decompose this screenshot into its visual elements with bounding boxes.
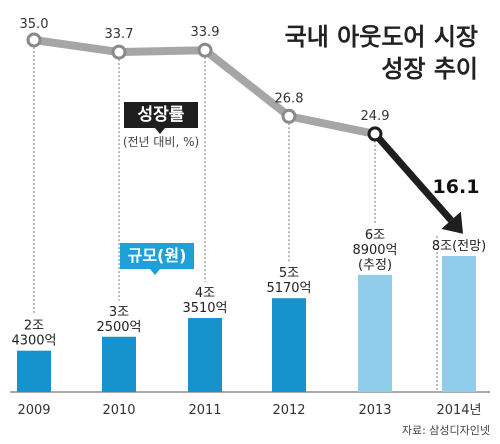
badge-pointer — [150, 269, 160, 275]
forecast-line — [372, 131, 454, 223]
bar-value-label: 5조 — [279, 266, 299, 281]
market-size-badge: 규모(원) — [120, 243, 194, 269]
growth-rate-unit: (전년 대비, %) — [122, 135, 200, 149]
x-tick-label: 2013 — [358, 403, 391, 418]
bar-value-label: 5170억 — [266, 281, 311, 296]
growth-value-label: 24.9 — [361, 109, 390, 124]
growth-point — [367, 126, 383, 142]
x-tick-label: 2009 — [17, 403, 50, 418]
growth-point — [111, 44, 127, 60]
market-size-bar — [188, 318, 222, 392]
bar-value-label: 8900억 — [352, 243, 397, 258]
growth-point — [26, 32, 42, 48]
market-size-bar — [358, 274, 392, 392]
growth-value-label: 33.9 — [191, 25, 220, 40]
bar-value-label: 8조(전망) — [432, 239, 486, 254]
bar-value-label: 2500억 — [96, 320, 141, 335]
bar-value-label: 3조 — [109, 305, 129, 320]
growth-point — [197, 42, 213, 58]
market-size-bar — [272, 298, 306, 392]
growth-value-label: 26.8 — [275, 91, 304, 106]
chart-title-line1: 국내 아웃도어 시장 — [284, 23, 478, 51]
bar-value-label: (추정) — [358, 258, 392, 273]
growth-point — [281, 108, 297, 124]
growth-rate-badge: 성장률 — [124, 102, 198, 128]
x-tick-label: 2010 — [102, 403, 135, 418]
bar-value-label: 4300억 — [11, 334, 56, 349]
x-tick-label: 2014년 — [436, 403, 481, 418]
source-note: 자료: 삼성디자인넷 — [401, 424, 490, 437]
bar-value-label: 6조 — [365, 228, 385, 243]
forecast-arrowhead — [441, 211, 463, 234]
x-tick-label: 2011 — [188, 403, 221, 418]
bar-value-label: 4조 — [195, 286, 215, 301]
market-size-bar — [442, 256, 476, 392]
bar-value-label: 3510억 — [182, 301, 227, 316]
market-size-bar — [17, 350, 51, 392]
x-tick-label: 2012 — [272, 403, 305, 418]
growth-value-label: 35.0 — [20, 17, 49, 32]
chart-title-line2: 성장 추이 — [381, 55, 478, 83]
growth-value-label: 33.7 — [105, 27, 134, 42]
badge-pointer — [155, 128, 165, 134]
bar-value-label: 2조 — [24, 319, 44, 334]
growth-value-label: 16.1 — [433, 176, 480, 198]
market-size-bar — [102, 336, 136, 392]
